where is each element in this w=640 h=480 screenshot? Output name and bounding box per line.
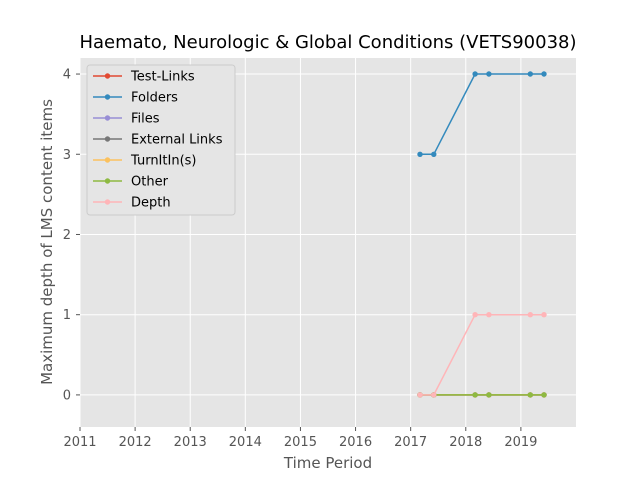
data-point-depth bbox=[527, 312, 533, 318]
series-folders bbox=[417, 71, 547, 157]
legend-item-depth: Depth bbox=[93, 196, 171, 211]
legend-marker bbox=[104, 115, 111, 121]
x-axis-label: Time Period bbox=[283, 454, 372, 472]
legend-label: Files bbox=[131, 112, 160, 127]
legend-marker bbox=[104, 73, 111, 79]
legend-marker bbox=[104, 199, 111, 205]
legend-marker bbox=[104, 157, 111, 163]
y-axis-label: Maximum depth of LMS content items bbox=[38, 99, 56, 385]
legend-label: External Links bbox=[131, 133, 223, 148]
data-point-other bbox=[541, 392, 547, 398]
legend-marker bbox=[104, 94, 111, 100]
legend-item-other: Other bbox=[93, 175, 169, 190]
data-point-folders bbox=[431, 151, 437, 157]
data-point-other bbox=[527, 392, 533, 398]
legend-item-files: Files bbox=[93, 112, 160, 127]
legend-label: Folders bbox=[131, 91, 178, 106]
y-tick-label: 1 bbox=[63, 308, 71, 323]
legend-marker bbox=[104, 178, 111, 184]
x-ticks: 2011 2012 2013 2014 2015 2016 2017 2018 2019 bbox=[63, 427, 537, 450]
data-point-other bbox=[472, 392, 478, 398]
legend-item-external-links: External Links bbox=[93, 133, 223, 148]
y-tick-label: 0 bbox=[63, 388, 71, 403]
x-tick-label: 2019 bbox=[504, 435, 537, 450]
legend-item-folders: Folders bbox=[93, 91, 178, 106]
data-point-folders bbox=[472, 71, 478, 77]
y-tick-label: 2 bbox=[63, 228, 71, 243]
series-group bbox=[417, 71, 547, 398]
x-tick-label: 2012 bbox=[119, 435, 152, 450]
data-point-folders bbox=[417, 151, 423, 157]
legend-label: Depth bbox=[131, 196, 171, 211]
data-point-folders bbox=[486, 71, 492, 77]
data-point-depth bbox=[417, 392, 423, 398]
x-tick-label: 2018 bbox=[449, 435, 482, 450]
data-point-folders bbox=[527, 71, 533, 77]
y-ticks: 0 1 2 3 4 bbox=[63, 68, 80, 403]
data-point-depth bbox=[431, 392, 437, 398]
data-point-folders bbox=[541, 71, 547, 77]
legend-label: Test-Links bbox=[130, 70, 195, 85]
legend: Test-Links Folders Files External Links Turn… bbox=[86, 64, 236, 216]
chart-title: Haemato, Neurologic & Global Conditions … bbox=[79, 32, 576, 53]
data-point-depth bbox=[541, 312, 547, 318]
legend-box bbox=[86, 64, 236, 216]
x-tick-label: 2013 bbox=[174, 435, 207, 450]
x-tick-label: 2011 bbox=[63, 435, 96, 450]
x-tick-label: 2014 bbox=[229, 435, 262, 450]
data-point-other bbox=[486, 392, 492, 398]
x-tick-label: 2015 bbox=[284, 435, 317, 450]
y-tick-label: 3 bbox=[63, 148, 71, 163]
legend-item-test-links: Test-Links bbox=[93, 70, 195, 85]
data-point-depth bbox=[486, 312, 492, 318]
series-depth bbox=[417, 312, 547, 398]
y-tick-label: 4 bbox=[63, 68, 71, 83]
legend-marker bbox=[104, 136, 111, 142]
x-tick-label: 2016 bbox=[339, 435, 372, 450]
legend-item-turnitin-s: TurnItIn(s) bbox=[93, 154, 196, 169]
legend-label: Other bbox=[131, 175, 169, 190]
data-point-depth bbox=[472, 312, 478, 318]
x-tick-label: 2017 bbox=[394, 435, 427, 450]
legend-label: TurnItIn(s) bbox=[130, 154, 196, 169]
